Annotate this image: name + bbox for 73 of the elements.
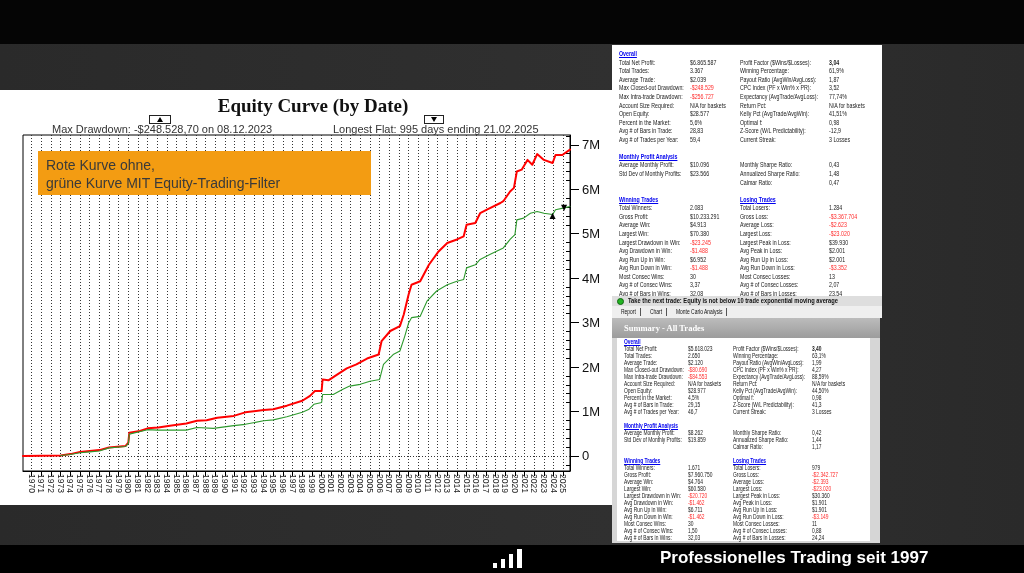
x-tick-label: 1981 (133, 474, 144, 494)
x-tick-label: 1973 (55, 474, 66, 494)
x-tick-label: 1972 (46, 474, 57, 494)
x-tick-label: 2000 (316, 474, 327, 494)
annotation: Rote Kurve ohne, grüne Kurve MIT Equity-Trading-Filter (46, 156, 281, 192)
text: Max Drawdown: -$248.528,70 on 08.12.2023 (52, 123, 273, 135)
x-tick-label: 2008 (393, 474, 404, 494)
x-tick-label: 2013 (442, 474, 453, 494)
x-tick-label: 2025 (558, 474, 569, 494)
x-tick-label: 1978 (104, 474, 115, 494)
annotation: ▲ (549, 210, 557, 220)
text: Longest Flat: 995 days ending 21.02.2025 (333, 123, 539, 135)
x-tick-label: 2019 (500, 474, 511, 494)
x-tick-label: 2003 (345, 474, 356, 494)
x-tick-label: 1993 (248, 474, 259, 494)
x-tick-label: 1971 (36, 474, 47, 494)
x-tick-label: 1992 (239, 474, 250, 494)
x-tick-label: 1989 (210, 474, 221, 494)
x-tick-label: 2020 (509, 474, 520, 494)
x-tick-label: 2002 (335, 474, 346, 494)
x-tick-label: 1982 (142, 474, 153, 494)
x-tick-label: 2017 (480, 474, 491, 494)
x-tick-label: 2005 (364, 474, 375, 494)
x-tick-label: 1997 (287, 474, 298, 494)
x-tick-label: 2015 (461, 474, 472, 494)
x-tick-label: 2011 (422, 474, 433, 493)
y-tick-label: 7M (582, 137, 601, 153)
x-tick-label: 1974 (65, 474, 76, 494)
x-tick-label: 2001 (326, 474, 337, 494)
x-tick-label: 1979 (113, 474, 124, 494)
x-tick-label: 2022 (529, 474, 540, 494)
x-tick-label: 1970 (26, 474, 37, 494)
x-tick-label: 1994 (258, 474, 269, 494)
x-tick-label: 2018 (490, 474, 501, 494)
x-tick-label: 1990 (219, 474, 230, 494)
x-tick-label: 2023 (538, 474, 549, 494)
x-tick-label: 1984 (162, 474, 172, 494)
x-tick-label: 2016 (471, 474, 482, 494)
y-tick-label: 3M (582, 315, 601, 331)
x-tick-label: 1985 (171, 474, 182, 494)
x-tick-label: 1988 (200, 474, 211, 494)
y-tick-label: 0 (582, 448, 590, 464)
x-tick-label: 1977 (94, 474, 105, 494)
x-tick-label: 1986 (181, 474, 192, 494)
x-tick-label: 2004 (355, 474, 366, 494)
x-tick-label: 2010 (413, 474, 424, 494)
x-tick-label: 1998 (297, 474, 308, 494)
text: Summary - All Trades (624, 322, 705, 334)
x-tick-label: 1991 (229, 474, 240, 494)
text: Professionelles Trading seit 1997 (660, 548, 929, 568)
x-tick-label: 2012 (432, 474, 443, 494)
x-tick-label: 2006 (374, 474, 385, 494)
y-tick-label: 6M (582, 181, 601, 197)
x-tick-label: 1983 (152, 474, 163, 494)
x-tick-label: 1995 (268, 474, 279, 494)
x-tick-label: 2009 (403, 474, 414, 494)
chart-title: Equity Curve (by Date) (217, 95, 409, 117)
x-tick-label: 2007 (384, 474, 395, 494)
x-tick-label: 1975 (75, 474, 86, 494)
x-tick-label: 2021 (519, 474, 530, 494)
x-tick-label: 1976 (84, 474, 95, 494)
x-tick-label: 1996 (277, 474, 288, 494)
y-tick-label: 2M (582, 359, 601, 375)
y-tick-label: 1M (582, 403, 601, 419)
x-tick-label: 1980 (123, 474, 134, 494)
line-series (60, 206, 571, 456)
x-tick-label: 2024 (548, 474, 559, 494)
y-tick-label: 5M (582, 226, 601, 242)
x-tick-label: 2014 (451, 474, 462, 494)
y-tick-label: 4M (582, 270, 601, 286)
x-tick-label: 1999 (306, 474, 317, 494)
line-series (22, 148, 571, 457)
x-tick-label: 1987 (190, 474, 201, 494)
